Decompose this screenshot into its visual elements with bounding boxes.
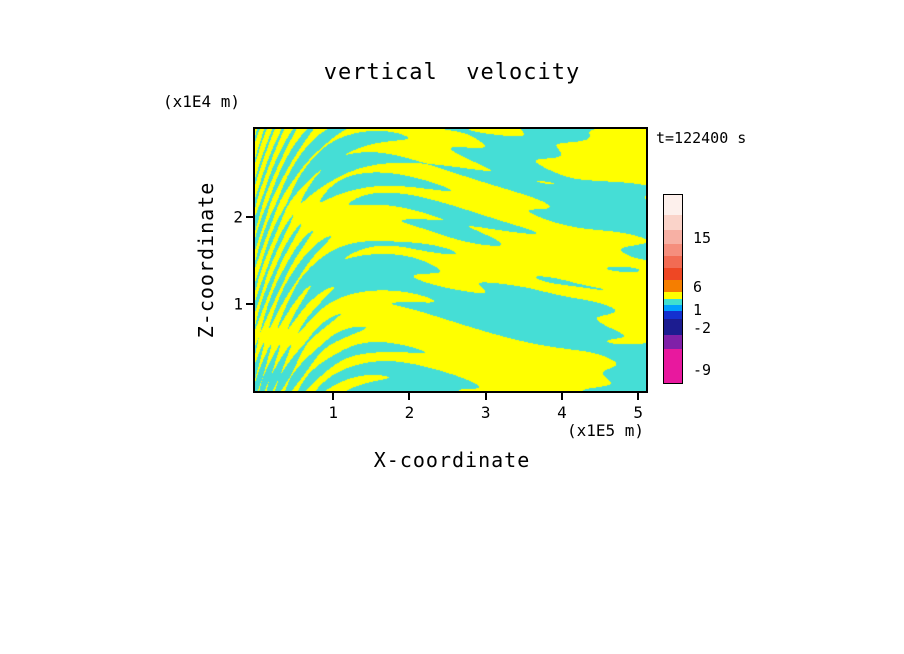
x-axis-tick <box>332 391 335 400</box>
y-axis-label: Z-coordinate <box>194 181 218 339</box>
colorbar-tick-label: 15 <box>693 229 712 248</box>
colorbar-segment <box>664 230 682 244</box>
colorbar-tick-label: -2 <box>693 319 712 338</box>
x-tick-label: 2 <box>404 403 415 422</box>
colorbar-segment <box>664 335 682 349</box>
x-tick-label: 4 <box>557 403 567 422</box>
contour-canvas <box>255 129 646 391</box>
y-axis-unit-label: (x1E4 m) <box>163 92 241 111</box>
colorbar-segment <box>664 256 682 268</box>
colorbar-segment <box>664 349 682 383</box>
x-tick-label: 3 <box>480 403 491 422</box>
colorbar-segment <box>664 195 682 215</box>
x-axis-tick <box>637 391 640 400</box>
y-axis-tick <box>246 215 255 218</box>
colorbar-segment <box>664 319 682 335</box>
colorbar-segment <box>664 280 682 292</box>
colorbar-segment <box>664 311 682 319</box>
x-tick-label: 1 <box>328 403 339 422</box>
colorbar-segment <box>664 215 682 230</box>
y-axis-tick <box>246 303 255 306</box>
x-axis-label: X-coordinate <box>373 448 531 472</box>
colorbar-tick-label: -9 <box>693 360 712 379</box>
x-axis-tick <box>560 391 563 400</box>
colorbar-tick-label: 6 <box>693 278 703 297</box>
x-axis-tick <box>408 391 411 400</box>
colorbar-segment <box>664 299 682 305</box>
colorbar-segment <box>664 244 682 256</box>
plot-area: 1 2 3 4 5 2 1 <box>233 127 648 422</box>
colorbar-segment <box>664 268 682 280</box>
y-tick-label: 1 <box>233 294 243 314</box>
time-annotation: t=122400 s <box>656 129 747 147</box>
colorbar <box>663 194 683 384</box>
colorbar-labels: 15 6 1 -2 -9 <box>693 195 737 383</box>
x-axis-unit-label: (x1E5 m) <box>567 421 645 440</box>
colorbar-segment <box>664 292 682 299</box>
colorbar-tick-label: 1 <box>693 300 703 319</box>
chart-title: vertical velocity <box>323 60 581 85</box>
y-tick-label: 2 <box>233 207 243 227</box>
colorbar-segment <box>664 305 682 311</box>
x-axis-tick <box>484 391 487 400</box>
x-tick-label: 5 <box>633 403 643 422</box>
